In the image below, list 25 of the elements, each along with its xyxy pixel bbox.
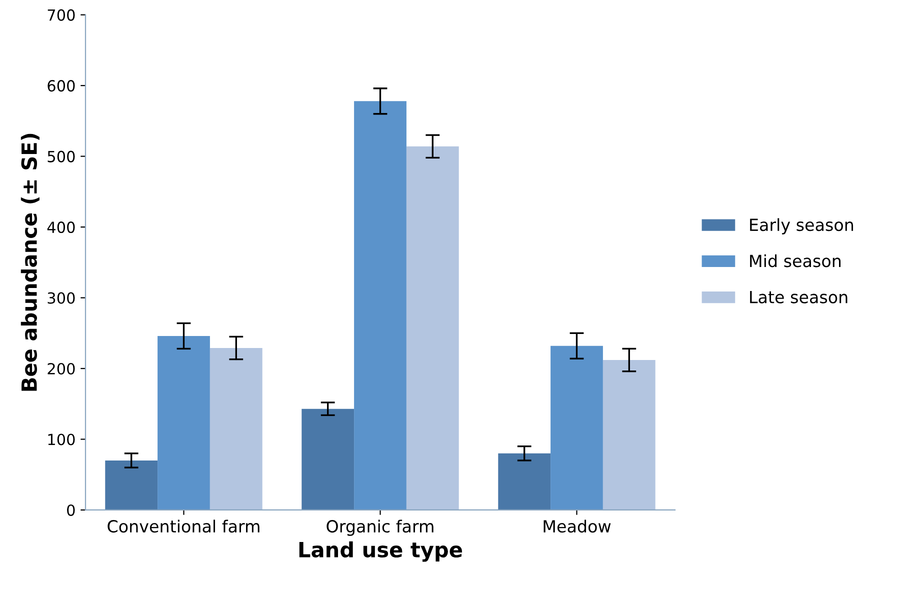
y-tick-label: 600	[48, 80, 75, 92]
bar	[550, 346, 603, 510]
y-tick-label: 200	[48, 362, 75, 375]
bar	[406, 146, 459, 510]
bar	[210, 348, 262, 510]
bar	[105, 460, 158, 510]
x-tick-label: Meadow	[544, 520, 611, 533]
y-axis-title: Bee abundance (± SE)	[20, 134, 40, 391]
y-tick-label: 500	[48, 150, 75, 162]
bar	[302, 408, 354, 510]
bar	[158, 336, 210, 510]
y-tick-label: 400	[47, 222, 75, 234]
y-tick-label: 100	[48, 434, 75, 446]
x-tick-label: Organic farm	[326, 520, 434, 536]
bar	[602, 360, 656, 510]
legend-label: Late season	[750, 290, 848, 304]
legend-label: Early season	[750, 218, 854, 234]
y-tick-label: 300	[48, 292, 75, 304]
y-tick-label: 0	[67, 504, 75, 516]
bar	[354, 101, 406, 510]
x-tick-label: Conventional farm	[108, 520, 260, 533]
bar	[498, 453, 551, 510]
y-tick-label: 700	[48, 9, 75, 21]
legend-label: Mid season	[750, 254, 841, 268]
x-axis-title: Land use type	[299, 541, 462, 562]
